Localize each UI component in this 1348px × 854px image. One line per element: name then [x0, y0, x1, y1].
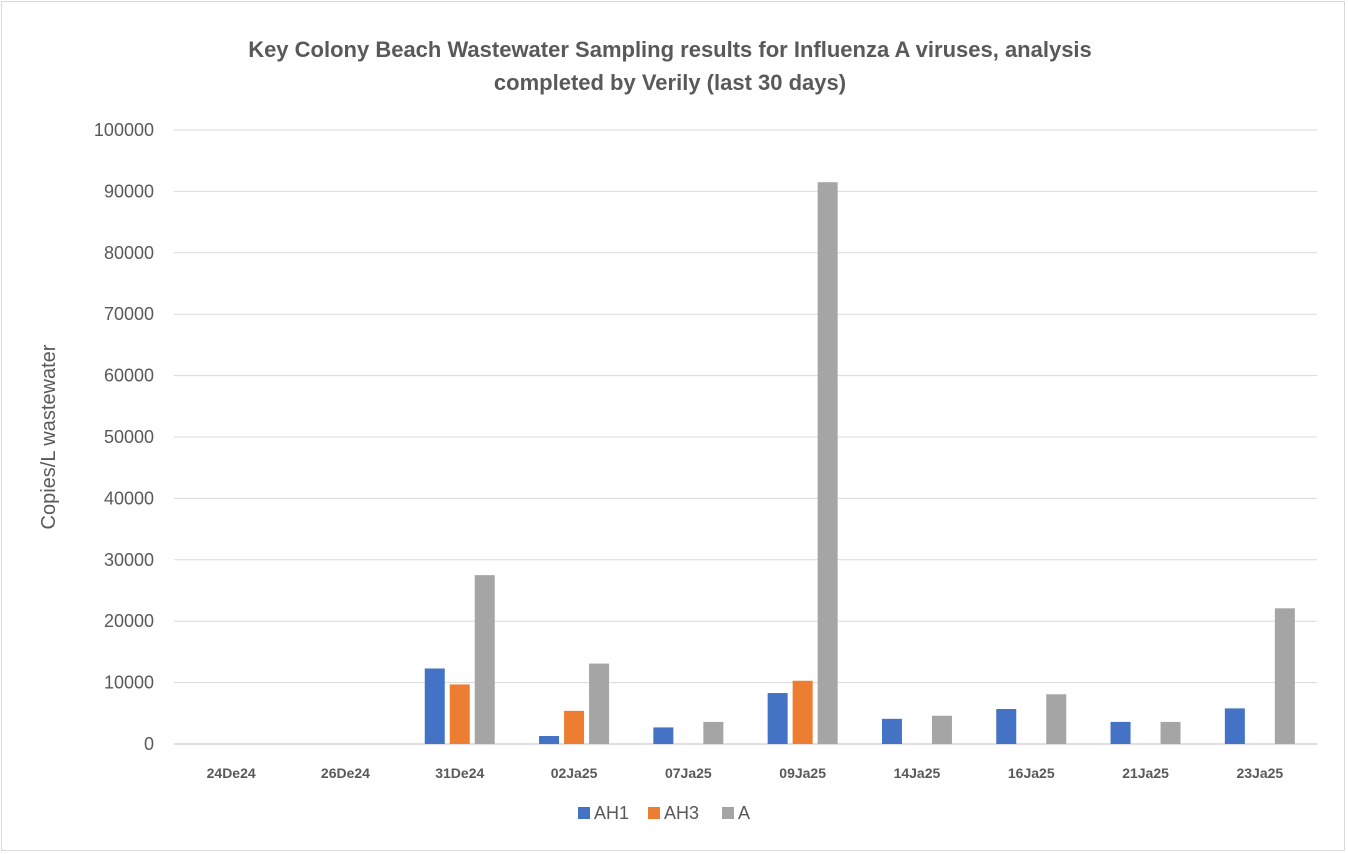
x-tick-label: 23Ja25 — [1236, 765, 1283, 781]
y-tick-label: 20000 — [104, 611, 154, 631]
x-tick-label: 14Ja25 — [894, 765, 941, 781]
legend-label-ah1: AH1 — [594, 803, 629, 823]
bar-ah1-14ja25 — [881, 718, 902, 744]
bar-a-14ja25 — [931, 715, 952, 744]
bar-a-31de24 — [474, 575, 495, 744]
legend-swatch-ah1 — [578, 807, 590, 819]
bar-ah1-07ja25 — [653, 727, 674, 744]
bar-a-02ja25 — [589, 663, 610, 744]
y-tick-label: 70000 — [104, 304, 154, 324]
bar-a-07ja25 — [703, 721, 724, 744]
legend-label-a: A — [738, 803, 750, 823]
bar-ah1-23ja25 — [1224, 708, 1245, 744]
y-axis-label: Copies/L wastewater — [38, 344, 60, 529]
y-tick-label: 0 — [144, 734, 154, 754]
x-tick-label: 24De24 — [207, 765, 256, 781]
y-tick-label: 60000 — [104, 366, 154, 386]
bar-ah1-09ja25 — [767, 693, 788, 744]
bars — [424, 182, 1295, 744]
legend-label-ah3: AH3 — [664, 803, 699, 823]
bar-a-23ja25 — [1274, 608, 1295, 744]
y-tick-label: 90000 — [104, 181, 154, 201]
bar-ah3-09ja25 — [792, 680, 813, 744]
y-tick-label: 80000 — [104, 243, 154, 263]
gridlines — [174, 129, 1317, 745]
x-axis-ticks: 24De24 26De24 31De24 02Ja25 07Ja25 09Ja25 14Ja… — [207, 765, 1284, 781]
bar-ah1-16ja25 — [996, 709, 1017, 744]
chart-title-line-2: completed by Verily (last 30 days) — [494, 70, 846, 95]
bar-ah1-21ja25 — [1110, 721, 1131, 744]
y-tick-label: 40000 — [104, 488, 154, 508]
chart-title-line-1: Key Colony Beach Wastewater Sampling res… — [248, 37, 1092, 62]
bar-ah3-02ja25 — [564, 710, 585, 744]
x-tick-label: 26De24 — [321, 765, 370, 781]
bar-ah1-02ja25 — [539, 736, 560, 744]
y-axis-ticks: 0 10000 20000 30000 40000 50000 60000 70000 8000… — [94, 120, 154, 754]
y-tick-label: 50000 — [104, 427, 154, 447]
x-tick-label: 21Ja25 — [1122, 765, 1169, 781]
bar-a-21ja25 — [1160, 721, 1181, 744]
x-tick-label: 02Ja25 — [551, 765, 598, 781]
bar-a-16ja25 — [1046, 694, 1067, 744]
bar-ah3-31de24 — [449, 684, 470, 744]
y-tick-label: 10000 — [104, 673, 154, 693]
bar-a-09ja25 — [817, 182, 838, 744]
x-tick-label: 31De24 — [435, 765, 484, 781]
x-tick-label: 07Ja25 — [665, 765, 712, 781]
bar-ah1-31de24 — [424, 668, 445, 744]
y-tick-label: 30000 — [104, 550, 154, 570]
y-tick-label: 100000 — [94, 120, 154, 140]
legend-swatch-a — [722, 807, 734, 819]
legend: AH1 AH3 A — [578, 803, 750, 823]
legend-swatch-ah3 — [648, 807, 660, 819]
x-tick-label: 09Ja25 — [779, 765, 826, 781]
x-tick-label: 16Ja25 — [1008, 765, 1055, 781]
